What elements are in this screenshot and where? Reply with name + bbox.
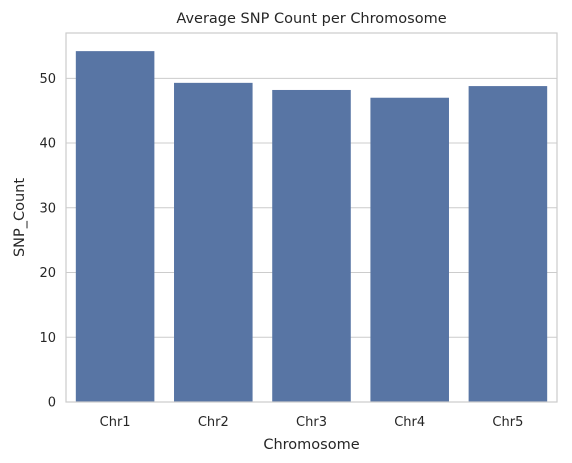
y-tick-label: 40 (39, 137, 56, 152)
x-tick-label: Chr3 (296, 415, 327, 430)
y-tick-label: 10 (39, 331, 56, 346)
chart-title: Average SNP Count per Chromosome (176, 11, 446, 27)
y-tick-label: 50 (39, 72, 56, 87)
x-axis-label: Chromosome (263, 437, 359, 453)
y-tick-label: 30 (39, 201, 56, 216)
bar-chr4 (370, 97, 449, 402)
y-tick-label: 20 (39, 266, 56, 281)
bar-chr2 (174, 82, 253, 403)
x-tick-label: Chr2 (198, 415, 229, 430)
y-tick-label: 0 (48, 396, 56, 411)
bar-chr1 (75, 51, 155, 403)
x-tick-label: Chr1 (100, 415, 131, 430)
plot-frame (65, 32, 558, 403)
bars (75, 51, 548, 403)
y-tick-labels: 0 10 20 30 40 50 (39, 72, 56, 411)
bar-chr5 (468, 86, 548, 402)
x-tick-label: Chr4 (394, 415, 425, 430)
y-axis-label: SNP_Count (12, 178, 28, 257)
bar-chr3 (272, 89, 351, 403)
x-tick-labels: Chr1 Chr2 Chr3 Chr4 Chr5 (100, 415, 524, 430)
x-tick-label: Chr5 (492, 415, 523, 430)
